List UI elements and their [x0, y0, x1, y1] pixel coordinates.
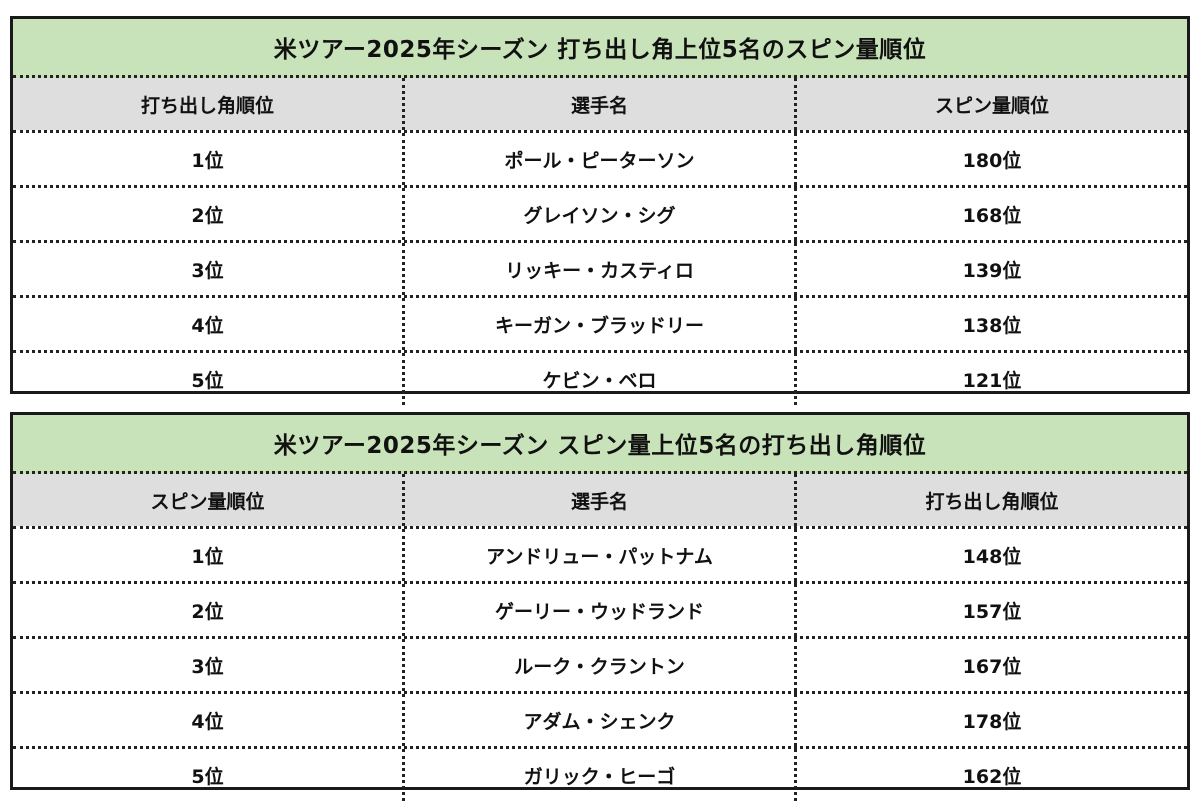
rank-cell: 148位	[962, 545, 1022, 568]
player-name-cell: ルーク・クラントン	[405, 639, 797, 691]
column-header: 打ち出し角順位	[925, 490, 1059, 513]
rank-cell: 1位	[13, 529, 405, 581]
rank-cell: 3位	[13, 243, 405, 295]
column-header: 選手名	[405, 78, 797, 130]
table-title: 米ツアー2025年シーズン 打ち出し角上位5名のスピン量順位	[13, 19, 1187, 78]
rank-cell: 157位	[962, 600, 1022, 623]
rank-cell: 178位	[962, 710, 1022, 733]
table-row: 2位 グレイソン・シグ 168位	[13, 185, 1187, 240]
column-header: スピン量順位	[13, 474, 405, 526]
player-name-cell: ガリック・ヒーゴ	[405, 749, 797, 801]
rank-cell: 2位	[13, 188, 405, 240]
player-name-cell: グレイソン・シグ	[405, 188, 797, 240]
table-row: 1位 アンドリュー・パットナム 148位	[13, 526, 1187, 581]
player-name-cell: キーガン・ブラッドリー	[405, 298, 797, 350]
column-header: 打ち出し角順位	[13, 78, 405, 130]
rank-cell: 5位	[13, 353, 405, 405]
rank-cell: 138位	[962, 314, 1022, 337]
launch-angle-table: 米ツアー2025年シーズン 打ち出し角上位5名のスピン量順位 打ち出し角順位 選…	[10, 16, 1190, 405]
table-header-row: スピン量順位 選手名 打ち出し角順位	[13, 474, 1187, 526]
rank-cell: 162位	[962, 765, 1022, 788]
rank-cell: 168位	[962, 204, 1022, 227]
player-name-cell: アンドリュー・パットナム	[405, 529, 797, 581]
column-header: 選手名	[405, 474, 797, 526]
rank-cell: 3位	[13, 639, 405, 691]
table-row: 4位 アダム・シェンク 178位	[13, 691, 1187, 746]
table-header-row: 打ち出し角順位 選手名 スピン量順位	[13, 78, 1187, 130]
table-title: 米ツアー2025年シーズン スピン量上位5名の打ち出し角順位	[13, 415, 1187, 474]
table-row: 3位 ルーク・クラントン 167位	[13, 636, 1187, 691]
player-name-cell: アダム・シェンク	[405, 694, 797, 746]
player-name-cell: ゲーリー・ウッドランド	[405, 584, 797, 636]
spin-rate-table: 米ツアー2025年シーズン スピン量上位5名の打ち出し角順位 スピン量順位 選手…	[10, 412, 1190, 801]
table-row: 3位 リッキー・カスティロ 139位	[13, 240, 1187, 295]
rank-cell: 180位	[962, 149, 1022, 172]
table-row: 4位 キーガン・ブラッドリー 138位	[13, 295, 1187, 350]
rank-cell: 121位	[962, 369, 1022, 392]
rank-cell: 4位	[13, 298, 405, 350]
rank-cell: 1位	[13, 133, 405, 185]
table-row: 1位 ポール・ピーターソン 180位	[13, 130, 1187, 185]
player-name-cell: ポール・ピーターソン	[405, 133, 797, 185]
rank-cell: 2位	[13, 584, 405, 636]
player-name-cell: ケビン・ベロ	[405, 353, 797, 405]
rank-cell: 167位	[962, 655, 1022, 678]
table-row: 2位 ゲーリー・ウッドランド 157位	[13, 581, 1187, 636]
table-row: 5位 ケビン・ベロ 121位	[13, 350, 1187, 405]
column-header: スピン量順位	[934, 94, 1049, 117]
player-name-cell: リッキー・カスティロ	[405, 243, 797, 295]
table-row: 5位 ガリック・ヒーゴ 162位	[13, 746, 1187, 801]
rank-cell: 4位	[13, 694, 405, 746]
rank-cell: 139位	[962, 259, 1022, 282]
rank-cell: 5位	[13, 749, 405, 801]
